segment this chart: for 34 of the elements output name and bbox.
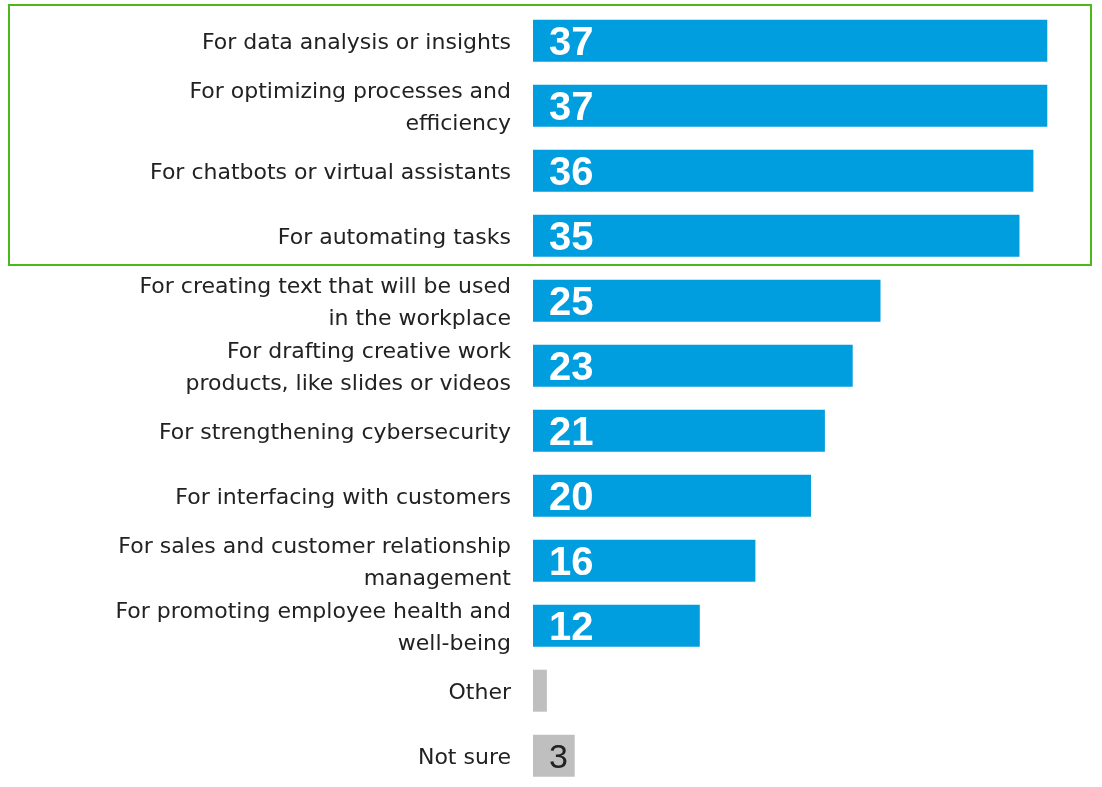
bar xyxy=(533,84,1048,127)
data-label: 37 xyxy=(549,83,594,128)
data-label: 35 xyxy=(549,213,594,258)
y-tick-label: For creating text that will be used in the workplace xyxy=(139,272,511,329)
data-label: 25 xyxy=(549,278,594,323)
bar xyxy=(533,149,1034,192)
y-tick-label: For drafting creative work products, like slides or videos xyxy=(185,337,512,394)
bar xyxy=(533,344,853,387)
y-tick-label: For data analysis or insights xyxy=(201,28,511,53)
data-label: 16 xyxy=(549,538,594,583)
y-tick-label: For sales and customer relationship management xyxy=(118,532,512,589)
data-label: 23 xyxy=(549,343,594,388)
y-tick-label: For promoting employee health and well-being xyxy=(115,597,511,654)
y-tick-label: Other xyxy=(448,678,512,703)
y-tick-label: For optimizing processes and efficiency xyxy=(189,77,511,134)
y-tick-label: For strengthening cybersecurity xyxy=(158,418,511,443)
data-label: 20 xyxy=(549,473,594,518)
bar xyxy=(533,474,811,517)
bar xyxy=(533,539,756,582)
data-label: 21 xyxy=(549,408,594,453)
data-label: 12 xyxy=(549,603,594,648)
y-tick-label: For chatbots or virtual assistants xyxy=(150,158,511,183)
data-label: 37 xyxy=(549,18,594,63)
data-label: 36 xyxy=(549,148,594,193)
y-tick-label: Not sure xyxy=(417,743,511,768)
bar xyxy=(533,19,1048,62)
y-tick-label: For interfacing with customers xyxy=(175,483,511,508)
y-tick-label: For automating tasks xyxy=(277,223,511,248)
data-label: 3 xyxy=(549,736,568,775)
bar xyxy=(533,279,881,322)
bar xyxy=(533,409,825,452)
bar xyxy=(533,214,1020,257)
bar xyxy=(533,604,700,647)
bar xyxy=(533,669,547,712)
